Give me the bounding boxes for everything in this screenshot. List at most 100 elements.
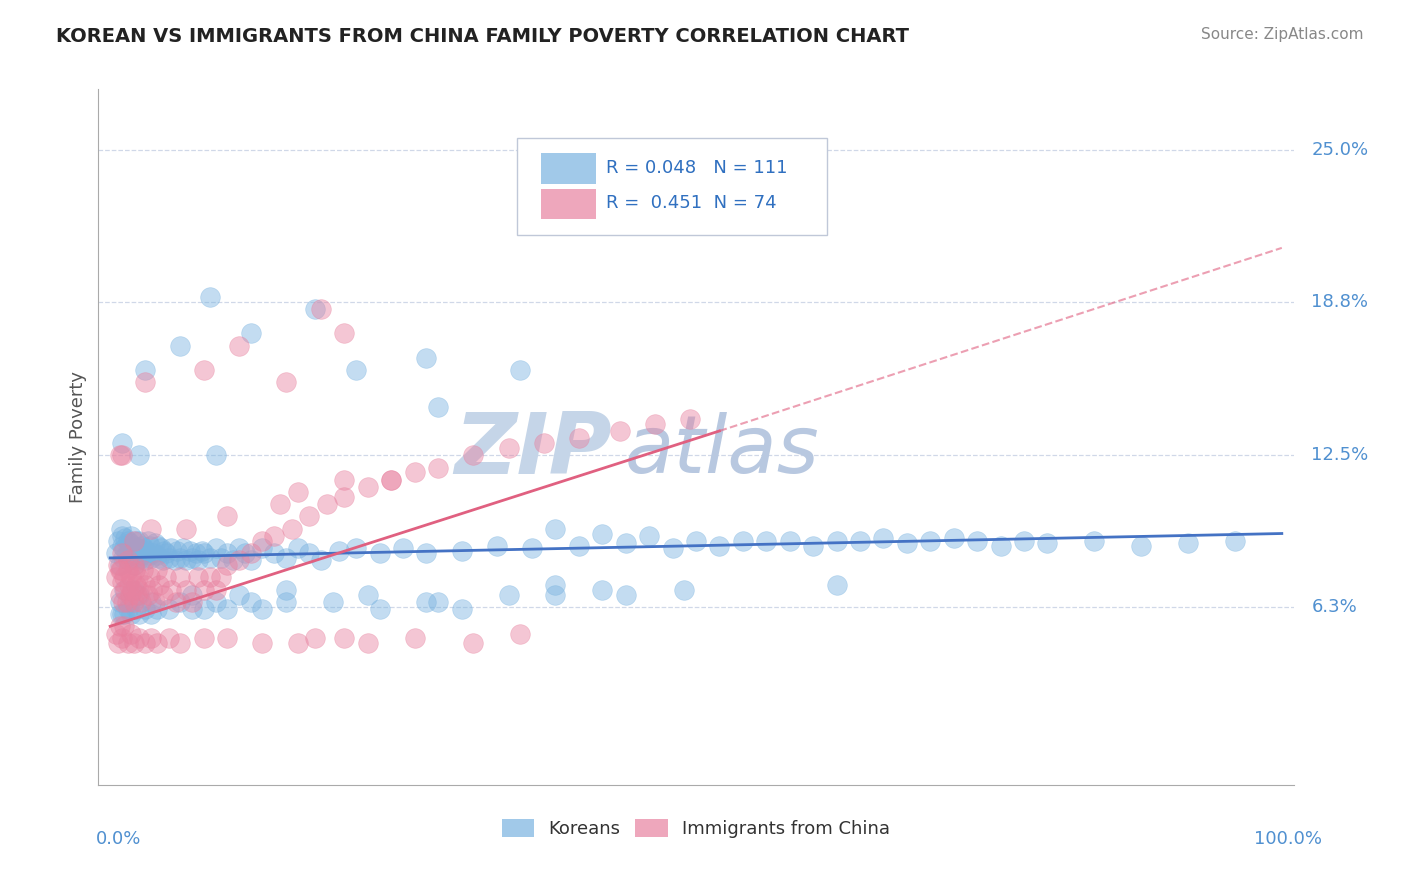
Point — [661, 541, 683, 556]
Point — [128, 543, 150, 558]
Point — [146, 549, 169, 563]
Point — [779, 533, 801, 548]
Point — [169, 570, 191, 584]
Point — [252, 636, 274, 650]
Point — [222, 553, 245, 567]
Point — [591, 582, 613, 597]
Point — [187, 553, 209, 567]
Point — [287, 541, 309, 556]
Point — [274, 595, 297, 609]
Point — [211, 550, 233, 565]
Point — [105, 626, 128, 640]
Point — [141, 632, 163, 646]
Point — [357, 480, 380, 494]
Point — [112, 541, 135, 556]
Point — [920, 533, 942, 548]
Point — [148, 578, 170, 592]
Text: 18.8%: 18.8% — [1312, 293, 1368, 310]
Point — [122, 558, 145, 573]
Point — [333, 326, 356, 341]
Point — [333, 490, 356, 504]
Point — [155, 546, 177, 560]
Point — [127, 588, 149, 602]
Point — [849, 533, 872, 548]
Point — [112, 570, 135, 584]
Point — [120, 529, 142, 543]
Point — [152, 588, 174, 602]
Point — [274, 550, 297, 565]
Point — [117, 553, 139, 567]
Text: R = 0.048   N = 111: R = 0.048 N = 111 — [606, 159, 787, 177]
Point — [125, 578, 148, 592]
Point — [187, 570, 209, 584]
Point — [287, 485, 309, 500]
Point — [263, 529, 285, 543]
Point — [217, 602, 239, 616]
Point — [357, 636, 380, 650]
Point — [142, 546, 165, 560]
Point — [128, 632, 150, 646]
Point — [128, 533, 150, 548]
Point — [155, 570, 177, 584]
Point — [107, 533, 129, 548]
Point — [344, 541, 367, 556]
FancyBboxPatch shape — [541, 189, 596, 219]
Point — [533, 436, 555, 450]
Point — [132, 550, 155, 565]
Point — [274, 582, 297, 597]
Point — [801, 539, 824, 553]
Point — [485, 539, 508, 553]
Point — [673, 582, 696, 597]
Point — [157, 632, 180, 646]
Point — [134, 363, 156, 377]
Point — [614, 536, 637, 550]
Point — [274, 375, 297, 389]
Point — [368, 546, 391, 560]
Point — [228, 588, 250, 602]
Point — [520, 541, 543, 556]
Point — [108, 595, 131, 609]
Point — [509, 626, 531, 640]
Point — [304, 301, 326, 316]
Point — [172, 541, 194, 556]
Point — [108, 558, 131, 573]
Point — [184, 546, 207, 560]
Point — [139, 539, 162, 553]
Point — [131, 539, 153, 553]
Point — [108, 619, 131, 633]
Point — [309, 301, 332, 316]
Point — [136, 588, 159, 602]
Point — [108, 588, 131, 602]
Point — [127, 570, 149, 584]
Point — [128, 588, 150, 602]
Point — [117, 602, 139, 616]
Point — [415, 546, 437, 560]
Point — [568, 431, 591, 445]
Point — [204, 595, 226, 609]
Point — [120, 550, 141, 565]
Point — [125, 602, 148, 616]
Point — [1223, 533, 1246, 548]
Point — [112, 550, 135, 565]
Point — [127, 553, 149, 567]
Point — [160, 582, 183, 597]
Point — [204, 541, 226, 556]
Point — [239, 553, 262, 567]
Point — [107, 636, 129, 650]
Point — [141, 582, 163, 597]
Point — [380, 473, 402, 487]
Point — [146, 636, 169, 650]
Point — [1130, 539, 1153, 553]
Point — [149, 541, 172, 556]
Point — [105, 546, 128, 560]
Point — [165, 595, 187, 609]
Point — [825, 533, 848, 548]
Point — [544, 522, 567, 536]
Point — [146, 602, 169, 616]
Point — [498, 441, 520, 455]
Point — [136, 533, 159, 548]
Point — [298, 546, 321, 560]
Point — [122, 539, 145, 553]
Point — [333, 632, 356, 646]
Point — [404, 632, 426, 646]
